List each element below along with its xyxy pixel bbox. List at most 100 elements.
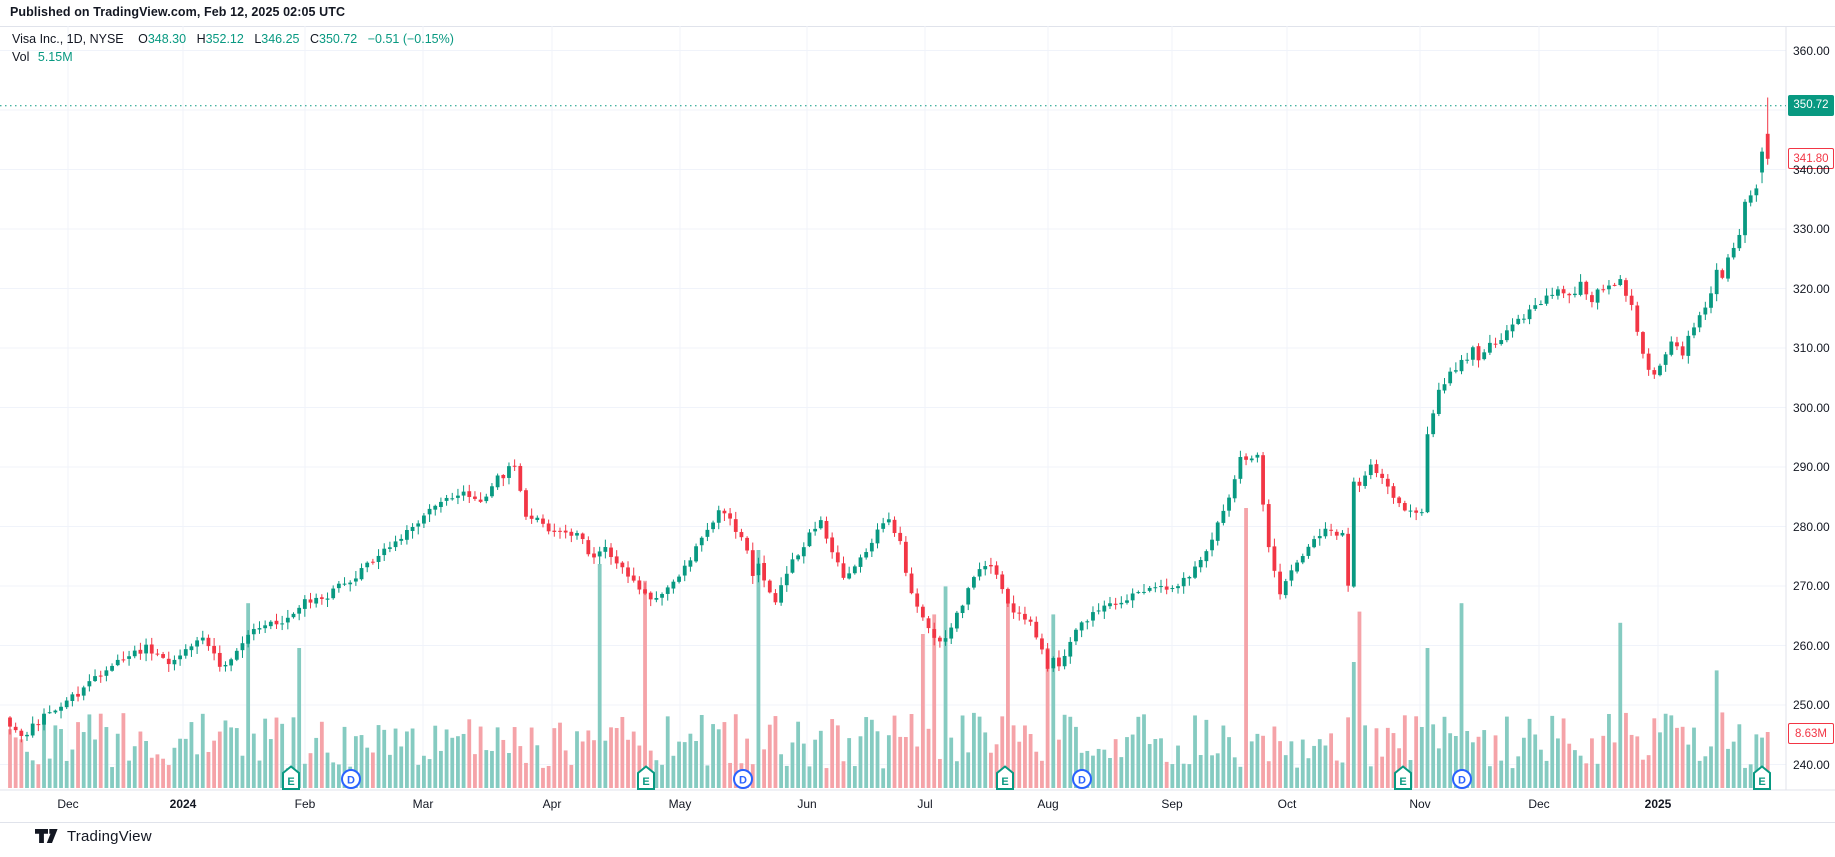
candle [552,530,557,532]
volume-bar [1170,764,1175,788]
candle [762,562,767,581]
earnings-marker-letter: E [1399,776,1406,788]
price-axis-label[interactable]: 270.00 [1793,579,1830,593]
volume-bar [1607,713,1611,788]
volume-bar [206,751,211,788]
candle [569,531,574,536]
candle [773,593,778,603]
price-axis-label[interactable]: 250.00 [1793,698,1830,712]
volume-bar [1669,715,1674,788]
volume-bar [104,727,109,788]
earnings-marker-letter: E [642,776,649,788]
volume-bar [983,732,988,788]
volume-bar [852,766,857,788]
volume-bar [1692,727,1696,788]
price-axis-label[interactable]: 330.00 [1793,222,1830,236]
time-axis-label[interactable]: Sep [1161,797,1183,811]
price-axis-label[interactable]: 280.00 [1793,519,1830,534]
time-axis-label[interactable]: Feb [294,797,316,811]
volume-bar [705,765,710,788]
earnings-marker-shape [1394,765,1412,790]
time-axis-label[interactable]: Apr [542,797,562,811]
earnings-marker[interactable]: E [637,765,655,790]
earnings-marker[interactable]: E [996,765,1014,790]
candle [1516,318,1521,324]
candle [127,656,131,659]
candle [1754,188,1759,196]
candle [285,617,290,623]
dividend-marker[interactable]: D [341,769,361,789]
earnings-marker[interactable]: E [1753,765,1771,790]
time-axis-label[interactable]: Dec [57,797,79,811]
price-axis-label[interactable]: 360.00 [1793,43,1830,58]
price-axis-label[interactable]: 310.00 [1793,341,1830,355]
volume-bar [563,750,568,788]
volume-bar [512,727,517,788]
header-divider [0,26,1835,27]
candle [972,577,976,588]
volume-bar [319,721,324,788]
volume-bar [1000,716,1005,788]
candle [903,541,908,573]
volume-bar [1476,736,1481,788]
time-axis-label[interactable]: Oct [1277,797,1297,811]
candle [314,597,319,604]
volume-bar [132,746,137,788]
time-axis-label[interactable]: Jun [797,797,817,811]
volume-bar [620,716,625,788]
candle [1584,281,1589,295]
candle [1261,455,1265,505]
footer-brand-link[interactable]: TradingView [35,828,152,845]
volume-bar [1244,508,1248,788]
candle [206,637,211,647]
dividend-marker[interactable]: D [1452,769,1472,789]
time-axis-label[interactable]: 2024 [169,797,197,811]
time-axis-label[interactable]: 2025 [1644,797,1672,811]
candle [926,618,931,629]
time-axis-label[interactable]: Dec [1528,797,1550,811]
candle [631,575,636,581]
price-axis-label[interactable]: 340.00 [1793,162,1830,177]
candle [1556,289,1560,296]
volume-bar [824,768,829,788]
candle [563,530,568,533]
candle [954,612,959,629]
volume-bar [234,728,239,788]
price-axis-label[interactable]: 240.00 [1793,757,1830,772]
volume-bar [1737,724,1742,788]
time-axis-label[interactable]: Nov [1409,797,1431,811]
dividend-marker[interactable]: D [733,769,753,789]
volume-bar [1176,745,1180,788]
price-axis-label[interactable]: 290.00 [1793,460,1830,474]
candle [1062,655,1067,667]
time-axis-label[interactable]: Jul [917,797,933,811]
candle [1312,539,1316,548]
candle [580,533,585,540]
candle [1652,370,1657,375]
candle [1091,612,1095,621]
volume-bar [450,737,455,788]
time-axis-label[interactable]: Aug [1037,797,1059,811]
earnings-marker-letter: E [1001,776,1008,788]
time-axis-label[interactable]: Mar [412,797,434,811]
candle [166,658,171,665]
candle [1714,269,1719,295]
volume-bar [8,729,12,788]
price-axis-label[interactable]: 300.00 [1793,400,1830,415]
volume-bar [1419,726,1424,788]
earnings-marker[interactable]: E [1394,765,1412,790]
low-value: 346.25 [261,32,300,46]
price-axis-label[interactable]: 320.00 [1793,281,1830,296]
price-axis-label[interactable]: 260.00 [1793,638,1830,653]
earnings-marker[interactable]: E [282,765,300,790]
candle [949,627,954,639]
candle [1380,473,1385,478]
volume-bar [903,737,908,788]
candle [1108,603,1112,607]
symbol-title[interactable]: Visa Inc., 1D, NYSE [12,32,124,46]
volume-bar [416,764,421,788]
candle [592,553,596,558]
dividend-marker[interactable]: D [1072,769,1092,789]
time-axis-label[interactable]: May [668,797,692,811]
